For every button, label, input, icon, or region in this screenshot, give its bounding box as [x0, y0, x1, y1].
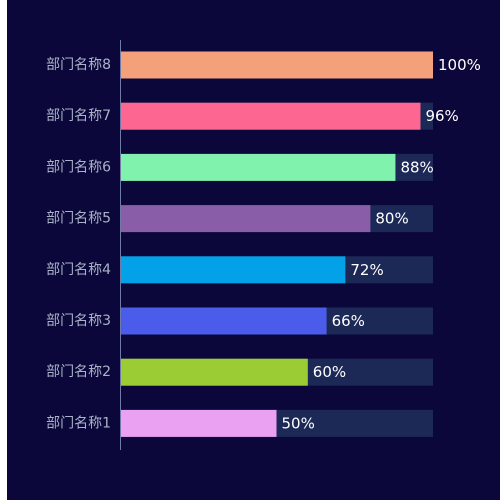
category-label: 部门名称5 [46, 211, 111, 227]
category-label: 部门名称1 [46, 415, 111, 431]
bar[interactable] [120, 256, 346, 284]
category-label: 部门名称3 [46, 313, 111, 329]
category-label: 部门名称4 [46, 262, 111, 278]
bar[interactable] [120, 153, 396, 181]
category-label: 部门名称2 [46, 364, 111, 380]
category-label: 部门名称7 [46, 108, 111, 124]
bar[interactable] [120, 358, 308, 386]
value-labels: 100% 96% 88% 80% 72% 66% 60% 50% [282, 56, 481, 432]
value-label: 88% [400, 158, 433, 176]
bar[interactable] [120, 51, 433, 79]
value-label: 72% [350, 261, 383, 279]
bars [120, 51, 433, 437]
bar[interactable] [120, 307, 327, 335]
value-label: 60% [313, 363, 346, 381]
category-label: 部门名称6 [46, 159, 111, 175]
category-labels: 部门名称8 部门名称7 部门名称6 部门名称5 部门名称4 部门名称3 部门名称2 部门名称1 [46, 57, 111, 431]
left-edge-strip [0, 0, 7, 500]
value-label: 96% [425, 107, 458, 125]
category-label: 部门名称8 [46, 57, 111, 73]
bar[interactable] [120, 409, 277, 437]
value-label: 66% [332, 312, 365, 330]
value-label: 50% [282, 414, 315, 432]
bar[interactable] [120, 102, 421, 130]
value-label: 100% [438, 56, 481, 74]
value-label: 80% [375, 210, 408, 228]
bar[interactable] [120, 205, 371, 233]
